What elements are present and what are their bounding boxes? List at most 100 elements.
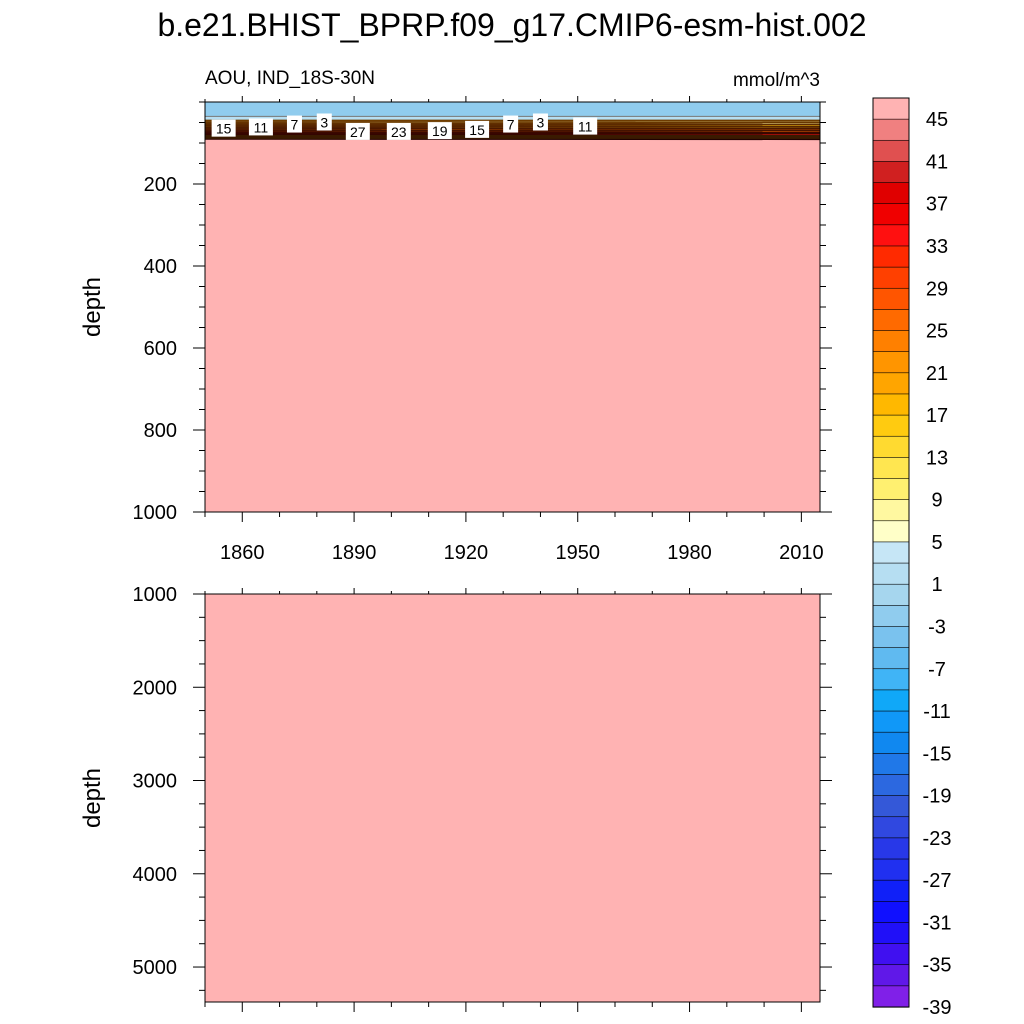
contour-label: 23 [386,122,411,140]
colorbar-swatch [872,330,910,353]
contour-label: 11 [248,118,273,136]
colorbar-swatch [872,753,910,776]
x-tick-label: 1980 [667,542,712,564]
colorbar-swatch [872,879,910,902]
colorbar-label: 29 [926,278,948,300]
svg-text:11: 11 [254,119,269,135]
y-tick-label: 2000 [133,677,178,699]
colorbar-label: -23 [923,828,952,850]
colorbar-swatch [872,541,910,564]
colorbar-swatch [872,605,910,628]
colorbar-swatch [872,182,910,205]
colorbar-label: 21 [926,363,948,385]
colorbar-swatch [872,943,910,966]
y-tick-label: 600 [144,338,177,360]
colorbar-swatch [872,795,910,818]
region-label: AOU, IND_18S-30N [205,68,375,89]
svg-text:19: 19 [432,123,448,139]
y-tick-label: 800 [144,420,177,442]
colorbar-label: -15 [923,743,952,765]
svg-text:7: 7 [291,117,299,133]
colorbar-swatch [872,583,910,606]
colorbar-swatch [872,245,910,268]
colorbar-frame [872,97,910,1008]
svg-text:3: 3 [537,115,545,131]
contour-label: 27 [345,122,370,140]
svg-text:27: 27 [350,124,366,140]
contour-band [205,134,820,139]
y-tick-label: 3000 [133,771,178,793]
colorbar-swatch [872,139,910,163]
colorbar-label: -31 [923,912,952,934]
contour-label: 3 [532,113,548,131]
y-tick-label: 400 [144,256,177,278]
colorbar-swatch [872,478,910,501]
svg-text:7: 7 [507,117,515,133]
svg-text:23: 23 [391,124,407,140]
contour-label: 15 [211,119,236,137]
colorbar-label: -19 [923,786,952,808]
colorbar-swatch [872,837,910,860]
colorbar-swatch [872,97,910,120]
colorbar-label: 33 [926,236,948,258]
colorbar-label: -7 [928,659,946,681]
x-tick-label: 1950 [555,542,600,564]
colorbar-swatch [872,203,910,226]
colorbar-label: -27 [923,870,952,892]
colorbar-swatch [872,774,910,797]
colorbar-swatch [872,372,910,395]
colorbar-swatch [872,922,910,945]
colorbar-swatch [872,647,910,670]
colorbar-swatch [872,626,910,649]
colorbar-label: 41 [926,151,948,173]
contour-label: 3 [316,113,332,131]
colorbar-swatch [872,414,910,437]
colorbar-swatch [872,562,910,585]
colorbar-swatch [872,287,910,310]
colorbar-swatch [872,668,910,691]
colorbar-label: 25 [926,321,948,343]
y-tick-label: 1000 [133,502,178,524]
colorbar-label: -3 [928,616,946,638]
y-axis-label: depth [79,277,106,337]
contour-label: 7 [286,115,302,133]
colorbar-swatch [872,499,910,522]
contour-label: 15 [465,120,490,138]
units-label: mmol/m^3 [733,70,820,91]
colorbar-swatch [872,520,910,543]
colorbar-label: -35 [923,955,952,977]
field-fill [205,594,820,1002]
svg-text:15: 15 [469,122,485,138]
surface-layer [205,102,820,117]
colorbar-swatch [872,118,910,141]
contour-label: 19 [427,122,452,140]
colorbar-label: 37 [926,194,948,216]
contour-label: 7 [503,115,519,133]
colorbar-swatch [872,901,910,924]
colorbar: 45 41 37 33 29 25 21 17 13 9 5 1 -3 -7 -11 -15 -19 -23 -27… [872,97,952,1019]
colorbar-swatch [872,689,910,712]
colorbar-label: 45 [926,109,948,131]
colorbar-swatch [872,457,910,480]
upper-panel: 15 11 7 3 27 23 19 15 7 3 11 1860 1890 1920 1950 1980 20… [79,96,832,564]
colorbar-swatch [872,161,910,184]
contour-label: 11 [573,117,598,135]
colorbar-swatch [872,985,910,1008]
field-fill [205,102,820,512]
lower-panel: 1000 2000 3000 4000 5000 depth [79,584,832,1012]
plot-frame [204,593,821,1003]
y-axis-label: depth [79,768,106,828]
y-tick-label: 5000 [133,957,178,979]
y-tick-label: 4000 [133,864,178,886]
colorbar-label: 17 [926,405,948,427]
colorbar-swatch [872,731,910,754]
colorbar-label: 13 [926,447,948,469]
colorbar-swatch [872,224,910,247]
colorbar-label: 1 [931,574,942,596]
colorbar-swatch [872,435,910,458]
x-tick-label: 1860 [220,542,265,564]
colorbar-label: -39 [923,997,952,1019]
colorbar-swatch [872,964,910,987]
colorbar-swatch [872,710,910,733]
